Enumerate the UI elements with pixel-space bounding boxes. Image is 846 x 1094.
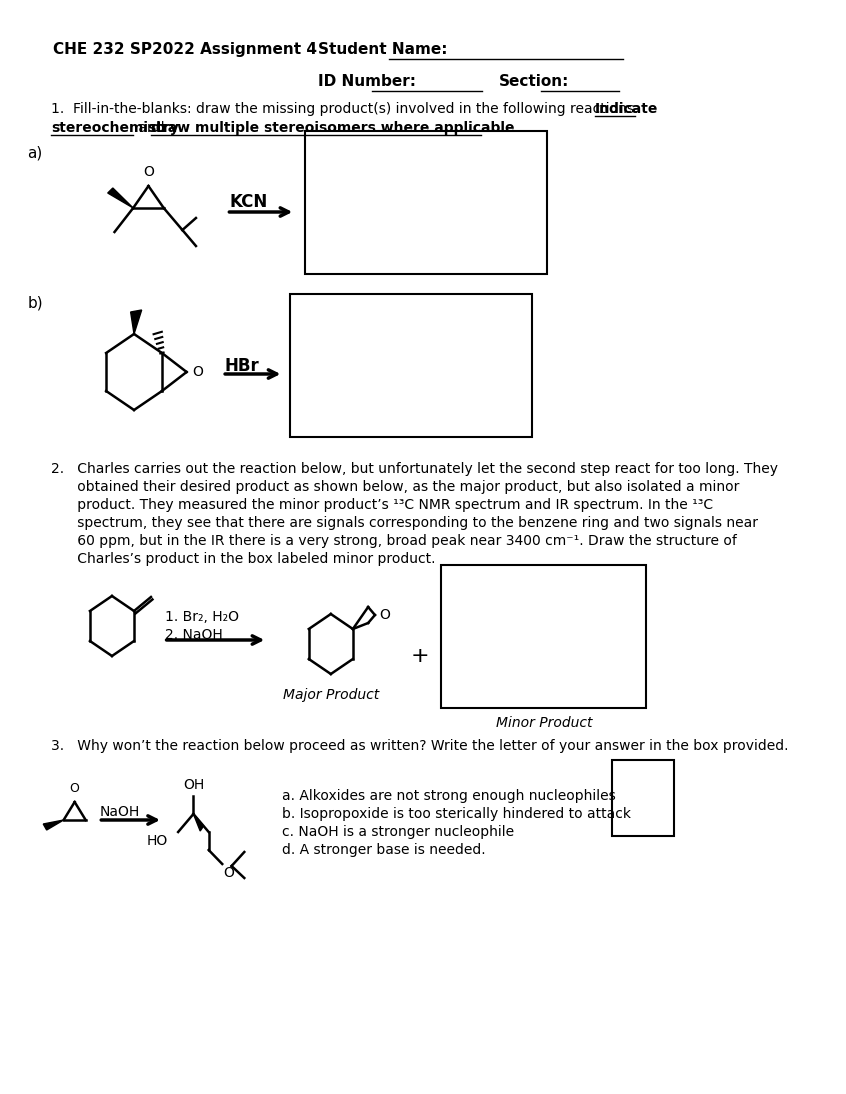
Bar — [441, 565, 646, 708]
Text: b. Isopropoxide is too sterically hindered to attack: b. Isopropoxide is too sterically hinder… — [282, 807, 630, 820]
Text: NaOH: NaOH — [100, 805, 140, 819]
Text: Major Product: Major Product — [283, 688, 379, 702]
Text: stereochemistry: stereochemistry — [51, 121, 179, 135]
Text: HO: HO — [146, 834, 168, 848]
Text: O: O — [69, 782, 80, 795]
Bar — [290, 294, 532, 437]
Text: product. They measured the minor product’s ¹³C NMR spectrum and IR spectrum. In : product. They measured the minor product… — [51, 498, 713, 512]
Text: c. NaOH is a stronger nucleophile: c. NaOH is a stronger nucleophile — [282, 825, 514, 839]
Text: HBr: HBr — [225, 357, 260, 375]
Text: ID Number:: ID Number: — [318, 74, 416, 89]
Text: O: O — [379, 608, 390, 622]
Polygon shape — [194, 814, 204, 831]
Text: Minor Product: Minor Product — [496, 715, 592, 730]
Text: 1.  Fill-in-the-blanks: draw the missing product(s) involved in the following re: 1. Fill-in-the-blanks: draw the missing … — [51, 102, 643, 116]
Text: a. Alkoxides are not strong enough nucleophiles: a. Alkoxides are not strong enough nucle… — [282, 789, 615, 803]
Text: KCN: KCN — [229, 193, 267, 211]
Text: O: O — [143, 165, 154, 179]
Text: O: O — [193, 365, 203, 379]
Text: Charles’s product in the box labeled minor product.: Charles’s product in the box labeled min… — [51, 552, 436, 566]
Text: obtained their desired product as shown below, as the major product, but also is: obtained their desired product as shown … — [51, 480, 739, 494]
Text: 60 ppm, but in the IR there is a very strong, broad peak near 3400 cm⁻¹. Draw th: 60 ppm, but in the IR there is a very st… — [51, 534, 737, 548]
Text: OH: OH — [183, 778, 204, 792]
Polygon shape — [130, 310, 141, 334]
Text: 2.   Charles carries out the reaction below, but unfortunately let the second st: 2. Charles carries out the reaction belo… — [51, 462, 778, 476]
Text: CHE 232 SP2022 Assignment 4: CHE 232 SP2022 Assignment 4 — [52, 42, 316, 57]
Text: draw multiple stereoisomers where applicable: draw multiple stereoisomers where applic… — [151, 121, 514, 135]
Text: Section:: Section: — [499, 74, 569, 89]
Text: d. A stronger base is needed.: d. A stronger base is needed. — [282, 843, 486, 857]
Bar — [613, 760, 673, 836]
Text: .: . — [482, 121, 486, 135]
Text: a): a) — [27, 146, 42, 161]
Text: 3.   Why won’t the reaction below proceed as written? Write the letter of your a: 3. Why won’t the reaction below proceed … — [51, 740, 788, 753]
Text: and: and — [134, 121, 169, 135]
Polygon shape — [43, 820, 63, 830]
Bar — [305, 131, 547, 274]
Text: +: + — [410, 645, 429, 666]
Text: O: O — [223, 866, 234, 880]
Text: b): b) — [27, 296, 43, 311]
Text: Student Name:: Student Name: — [318, 42, 448, 57]
Text: Indicate: Indicate — [595, 102, 658, 116]
Text: 2. NaOH: 2. NaOH — [166, 628, 223, 642]
Text: 1. Br₂, H₂O: 1. Br₂, H₂O — [166, 610, 239, 624]
Polygon shape — [107, 188, 133, 208]
Text: spectrum, they see that there are signals corresponding to the benzene ring and : spectrum, they see that there are signal… — [51, 516, 758, 529]
